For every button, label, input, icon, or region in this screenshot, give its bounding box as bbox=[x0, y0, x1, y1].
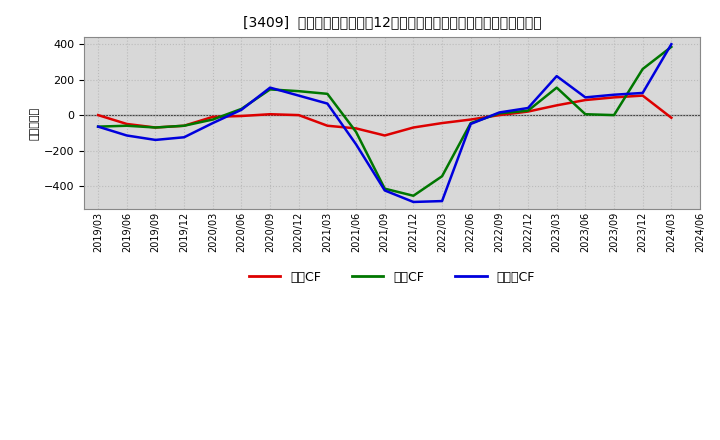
Y-axis label: （百万円）: （百万円） bbox=[30, 106, 40, 139]
Legend: 営業CF, 投資CF, フリーCF: 営業CF, 投資CF, フリーCF bbox=[243, 266, 540, 289]
Title: [3409]  キャッシュフローの12か月移動合計の対前年同期増減額の推移: [3409] キャッシュフローの12か月移動合計の対前年同期増減額の推移 bbox=[243, 15, 541, 29]
